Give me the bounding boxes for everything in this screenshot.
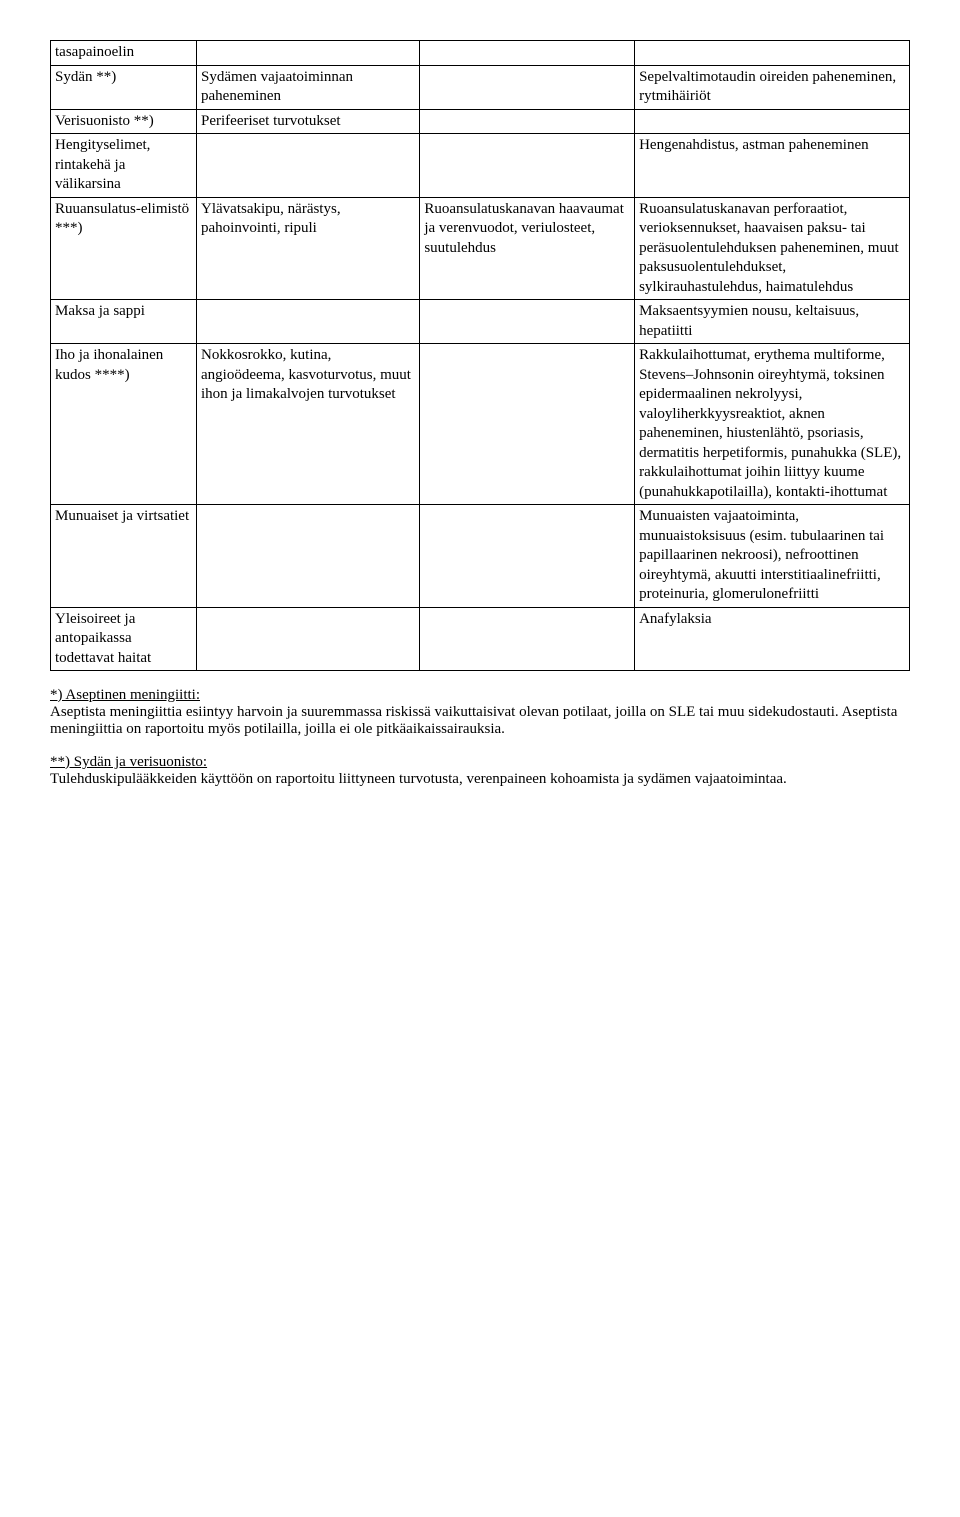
table-row: Ruuansulatus-elimistö ***) Ylävatsakipu,… <box>51 197 910 300</box>
cell: Nokkosrokko, kutina, angioödeema, kasvot… <box>197 344 420 505</box>
cell <box>420 300 635 344</box>
cell <box>197 134 420 198</box>
table-row: Iho ja ihonalainen kudos ****) Nokkosrok… <box>51 344 910 505</box>
cell <box>420 109 635 134</box>
table-row: tasapainoelin <box>51 41 910 66</box>
table-row: Verisuonisto **) Perifeeriset turvotukse… <box>51 109 910 134</box>
cell <box>197 505 420 608</box>
cell: Ylävatsakipu, närästys, pahoinvointi, ri… <box>197 197 420 300</box>
cell: Perifeeriset turvotukset <box>197 109 420 134</box>
cell <box>420 65 635 109</box>
cell: Yleisoireet ja antopaikassa todettavat h… <box>51 607 197 671</box>
cell <box>420 344 635 505</box>
footnote-1: *) Aseptinen meningiitti: Aseptista meni… <box>50 687 910 738</box>
cell: Munuaisten vajaatoiminta, munuaistoksisu… <box>635 505 910 608</box>
cell: Rakkulaihottumat, erythema multiforme, S… <box>635 344 910 505</box>
cell: Maksa ja sappi <box>51 300 197 344</box>
cell <box>197 300 420 344</box>
cell: Sydämen vajaatoiminnan paheneminen <box>197 65 420 109</box>
footnote-2-body: Tulehduskipulääkkeiden käyttöön on rapor… <box>50 771 787 787</box>
cell <box>635 109 910 134</box>
cell: Ruoansulatuskanavan haavaumat ja verenvu… <box>420 197 635 300</box>
cell <box>197 41 420 66</box>
cell: Maksaentsyymien nousu, keltaisuus, hepat… <box>635 300 910 344</box>
cell <box>420 134 635 198</box>
cell: Sepelvaltimotaudin oireiden paheneminen,… <box>635 65 910 109</box>
table-row: Maksa ja sappi Maksaentsyymien nousu, ke… <box>51 300 910 344</box>
cell: Hengityselimet, rintakehä ja välikarsina <box>51 134 197 198</box>
table-row: Sydän **) Sydämen vajaatoiminnan pahenem… <box>51 65 910 109</box>
cell: Ruoansulatuskanavan perforaatiot, veriok… <box>635 197 910 300</box>
table-row: Munuaiset ja virtsatiet Munuaisten vajaa… <box>51 505 910 608</box>
cell: Munuaiset ja virtsatiet <box>51 505 197 608</box>
cell <box>420 607 635 671</box>
footnote-2-title: **) Sydän ja verisuonisto: <box>50 754 207 770</box>
cell: tasapainoelin <box>51 41 197 66</box>
cell: Verisuonisto **) <box>51 109 197 134</box>
cell <box>197 607 420 671</box>
cell: Ruuansulatus-elimistö ***) <box>51 197 197 300</box>
footnote-1-body: Aseptista meningiittia esiintyy harvoin … <box>50 704 897 737</box>
footnote-1-title: *) Aseptinen meningiitti: <box>50 687 200 703</box>
cell: Hengenahdistus, astman paheneminen <box>635 134 910 198</box>
cell: Sydän **) <box>51 65 197 109</box>
cell: Anafylaksia <box>635 607 910 671</box>
cell <box>635 41 910 66</box>
cell: Iho ja ihonalainen kudos ****) <box>51 344 197 505</box>
adverse-effects-table: tasapainoelin Sydän **) Sydämen vajaatoi… <box>50 40 910 671</box>
table-row: Yleisoireet ja antopaikassa todettavat h… <box>51 607 910 671</box>
cell <box>420 505 635 608</box>
footnote-2: **) Sydän ja verisuonisto: Tulehduskipul… <box>50 754 910 788</box>
table-row: Hengityselimet, rintakehä ja välikarsina… <box>51 134 910 198</box>
cell <box>420 41 635 66</box>
